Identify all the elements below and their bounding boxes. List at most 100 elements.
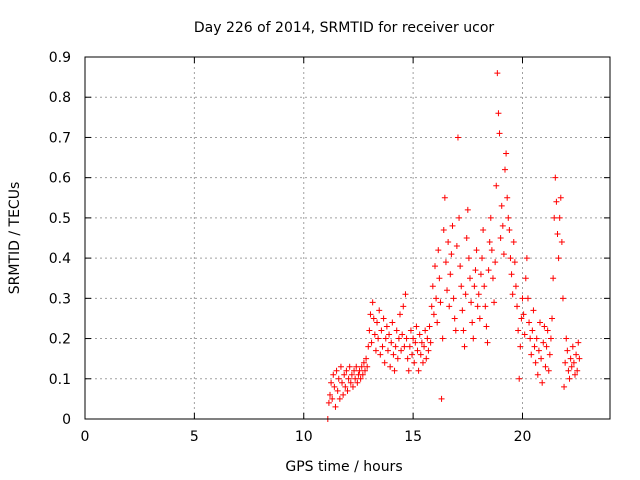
data-point — [464, 206, 471, 213]
data-point — [419, 359, 426, 366]
data-point — [491, 299, 498, 306]
data-point — [358, 363, 365, 370]
data-point — [487, 214, 494, 221]
data-point — [482, 303, 489, 310]
tick-labels: 0 5 10 15 20 0 0.1 0.2 0.3 0.4 0.5 0.6 0.7 0.8 0.9 — [49, 50, 532, 445]
data-point — [559, 295, 566, 302]
data-point — [388, 339, 395, 346]
data-point — [572, 371, 578, 378]
data-point — [430, 311, 437, 318]
data-point — [353, 363, 360, 370]
data-point — [447, 271, 454, 278]
data-point — [413, 323, 420, 330]
data-point — [434, 319, 441, 326]
data-point — [508, 271, 515, 278]
data-point — [495, 110, 502, 117]
data-point — [462, 291, 469, 298]
data-point — [539, 379, 546, 386]
data-point — [433, 295, 440, 302]
data-point — [486, 239, 493, 246]
data-point — [553, 198, 560, 205]
data-point — [540, 339, 547, 346]
data-point — [526, 319, 533, 326]
data-point — [544, 327, 551, 334]
data-point — [530, 307, 537, 314]
data-point — [404, 355, 411, 362]
data-point — [570, 359, 577, 366]
data-point — [489, 275, 496, 282]
data-point — [357, 375, 364, 382]
data-point — [348, 371, 355, 378]
data-point — [493, 182, 500, 189]
data-point — [409, 351, 416, 358]
data-point — [451, 315, 458, 322]
data-point — [405, 367, 412, 374]
plot-frame — [84, 56, 611, 420]
data-point — [435, 247, 442, 254]
data-point — [377, 351, 384, 358]
data-point — [450, 295, 457, 302]
x-tick-label: 10 — [295, 429, 313, 445]
data-point — [333, 367, 340, 374]
data-point — [330, 371, 337, 378]
data-point — [393, 327, 400, 334]
chart-title: Day 226 of 2014, SRMTID for receiver uco… — [194, 20, 495, 36]
data-point — [427, 339, 434, 346]
data-point — [502, 166, 508, 173]
data-point — [422, 327, 429, 334]
data-point — [538, 355, 545, 362]
data-point — [376, 307, 383, 314]
data-point — [417, 351, 424, 358]
data-point — [477, 271, 484, 278]
data-point — [394, 355, 401, 362]
data-point — [416, 331, 423, 338]
data-point — [374, 319, 381, 326]
data-point — [372, 347, 379, 354]
y-tick-label: 0 — [62, 412, 71, 428]
y-tick-label: 0.3 — [49, 291, 71, 307]
data-point — [566, 375, 573, 382]
data-point — [386, 331, 393, 338]
data-point — [518, 315, 525, 322]
x-tick-label: 15 — [404, 429, 422, 445]
data-point — [527, 335, 534, 342]
data-point — [412, 339, 419, 346]
data-point — [509, 291, 516, 298]
data-point — [362, 367, 368, 374]
data-point — [500, 251, 507, 258]
data-point — [473, 247, 480, 254]
data-point — [347, 379, 354, 386]
data-point — [454, 134, 461, 141]
data-point — [381, 359, 388, 366]
data-point — [445, 239, 452, 246]
data-point — [469, 319, 476, 326]
data-points — [324, 70, 583, 422]
data-point — [449, 222, 456, 229]
data-point — [562, 359, 569, 366]
data-point — [551, 214, 558, 221]
data-point — [392, 343, 399, 350]
data-point — [504, 194, 511, 201]
x-tick-label: 5 — [190, 429, 199, 445]
data-point — [398, 347, 405, 354]
data-point — [391, 367, 398, 374]
data-point — [406, 343, 413, 350]
data-point — [484, 339, 491, 346]
data-point — [329, 395, 336, 402]
data-point — [480, 226, 487, 233]
data-point — [514, 303, 521, 310]
data-point — [446, 303, 453, 310]
data-point — [472, 267, 479, 274]
data-point — [564, 347, 571, 354]
data-point — [459, 307, 466, 314]
data-point — [342, 383, 349, 390]
x-tick-label: 0 — [81, 429, 90, 445]
data-point — [503, 150, 510, 157]
y-tick-label: 0.2 — [49, 332, 71, 348]
data-point — [475, 291, 482, 298]
data-point — [364, 363, 371, 370]
data-point — [547, 335, 554, 342]
data-point — [442, 259, 449, 266]
data-point — [378, 327, 385, 334]
